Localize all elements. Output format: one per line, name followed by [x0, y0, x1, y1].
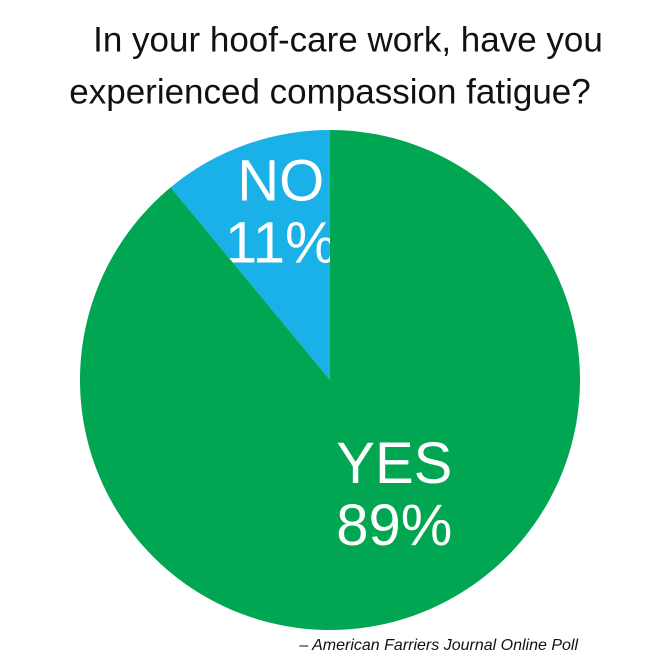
value-label: 11%: [225, 211, 337, 276]
pie-slice: [80, 130, 581, 630]
chart-title: In your hoof-care work, have you: [93, 20, 603, 59]
pie-slice: [170, 130, 330, 380]
slice-label: YES: [336, 431, 452, 496]
chart-title: experienced compassion fatigue?: [69, 72, 590, 111]
slice-label: NO: [237, 149, 324, 214]
value-label: 89%: [336, 493, 452, 558]
source: – American Farriers Journal Online Poll: [298, 637, 578, 654]
